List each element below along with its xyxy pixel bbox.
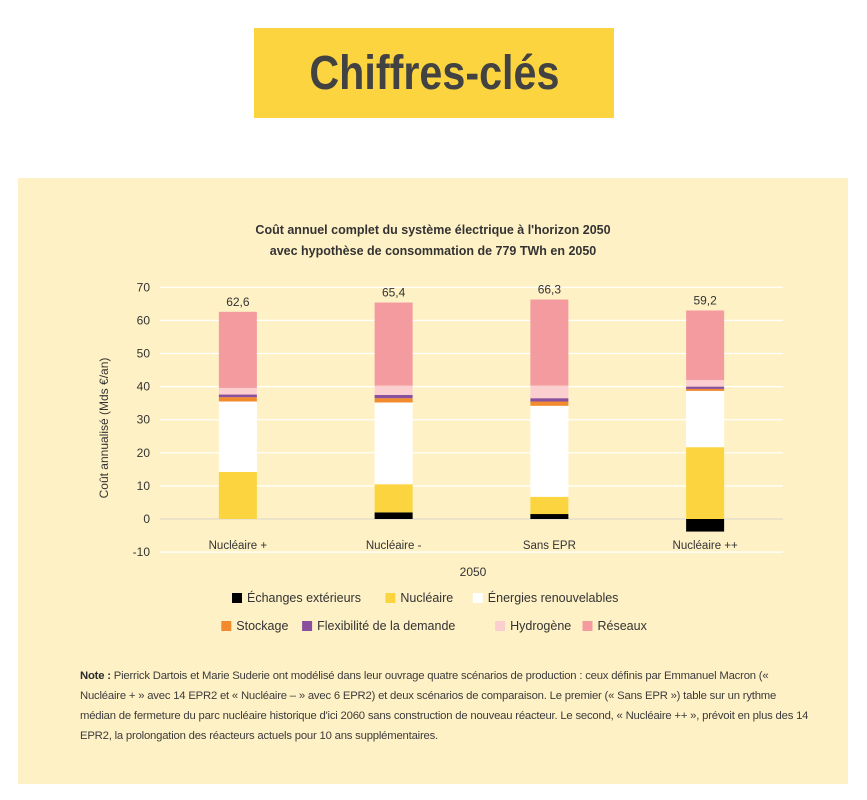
bar-segment [218, 394, 257, 398]
bar-segment [374, 394, 413, 399]
bar-total-label: 65,4 [382, 286, 406, 300]
y-tick-label: 0 [143, 512, 150, 526]
bar-segment [218, 387, 257, 395]
y-tick-label: 50 [137, 347, 151, 361]
chart-panel: Coût annuel complet du système électriqu… [18, 178, 848, 784]
bar-segment [530, 496, 569, 515]
chart-title-line1: Coût annuel complet du système électriqu… [255, 223, 610, 237]
footnote-text: Pierrick Dartois et Marie Suderie ont mo… [80, 670, 809, 742]
y-tick-label: 70 [137, 280, 151, 294]
bar-segment [374, 484, 413, 513]
bar-segment [374, 385, 413, 395]
y-tick-label: 60 [137, 313, 151, 327]
bar-segment [218, 311, 257, 388]
y-axis-label: Coût annualisé (Mds €/an) [97, 358, 111, 499]
legend-swatch [385, 593, 396, 603]
bar-segment [686, 447, 725, 519]
legend-label: Flexibilité de la demande [317, 619, 455, 633]
legend-swatch [232, 593, 242, 603]
legend-label: Nucléaire [400, 591, 453, 605]
legend-label: Stockage [236, 619, 288, 633]
bar-segment [530, 398, 569, 402]
x-tick-label: Nucléaire - [366, 540, 422, 552]
bar-segment [374, 402, 413, 485]
legend-label: Hydrogène [510, 619, 571, 633]
stacked-bar-chart: Coût annuel complet du système électriqu… [97, 223, 783, 633]
legend-swatch [302, 621, 313, 631]
legend-swatch [582, 621, 593, 631]
legend-swatch [495, 621, 506, 631]
bar-segment [686, 379, 725, 387]
bar-segment [686, 386, 725, 389]
bar-segment [374, 302, 413, 386]
chart-title-line2: avec hypothèse de consommation de 779 TW… [270, 244, 597, 258]
y-tick-label: 20 [137, 446, 151, 460]
bar-total-label: 66,3 [538, 283, 562, 297]
bar-segment [530, 401, 569, 406]
bar-segment [374, 512, 413, 519]
bar-segment [686, 390, 725, 448]
bar-segment [218, 397, 257, 402]
x-tick-label: Nucléaire + [209, 540, 268, 552]
bar-total-label: 59,2 [693, 293, 717, 307]
y-tick-label: 10 [137, 479, 151, 493]
bar-segment [686, 388, 725, 391]
legend-swatch [472, 593, 483, 603]
bar-segment [218, 471, 257, 519]
bar-segment [530, 405, 569, 497]
bar-segment [218, 401, 257, 472]
legend-swatch [221, 621, 232, 631]
title-banner: Chiffres-clés [254, 28, 614, 118]
y-tick-label: -10 [133, 545, 151, 559]
x-tick-label: Sans EPR [523, 540, 576, 552]
footnote-label: Note : [80, 670, 111, 682]
bar-segment [686, 519, 725, 532]
bar-segment [374, 398, 413, 403]
bar-segment [530, 385, 569, 399]
x-tick-label: Nucléaire ++ [673, 540, 738, 552]
page-title: Chiffres-clés [308, 46, 560, 100]
y-tick-label: 30 [137, 413, 151, 427]
legend-label: Échanges extérieurs [247, 590, 361, 605]
legend-label: Énergies renouvelables [488, 590, 619, 605]
bar-segment [530, 299, 569, 386]
x-axis-label: 2050 [460, 565, 487, 579]
y-tick-label: 40 [137, 380, 151, 394]
footnote: Note : Pierrick Dartois et Marie Suderie… [80, 666, 810, 746]
bar-segment [686, 310, 725, 380]
bar-segment [530, 514, 569, 519]
bar-total-label: 62,6 [226, 295, 250, 309]
legend-label: Réseaux [598, 619, 648, 633]
